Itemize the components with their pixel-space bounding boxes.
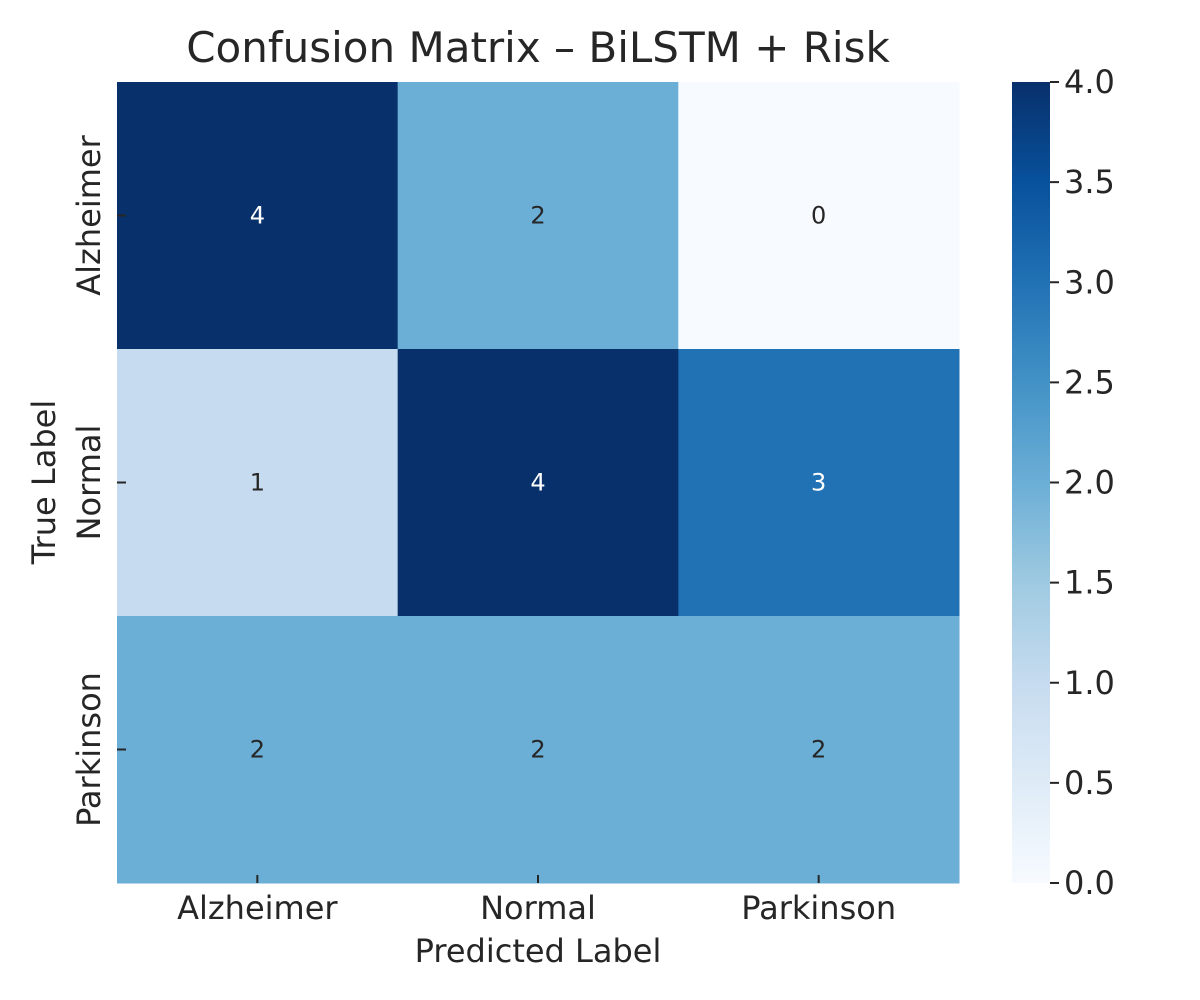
colorbar-tick-label: 2.0	[1064, 464, 1115, 502]
heatmap-cell	[117, 616, 399, 884]
cell-value-label: 1	[250, 469, 265, 497]
cell-value-label: 2	[530, 202, 545, 230]
colorbar-tick-label: 0.5	[1064, 764, 1115, 802]
colorbar-tick-label: 1.5	[1064, 564, 1115, 602]
cell-value-label: 2	[530, 736, 545, 764]
x-tick-label: Normal	[480, 889, 596, 927]
heatmap-cell	[117, 82, 399, 350]
colorbar-ticks: 0.0 0.5 1.0 1.5 2.0 2.5 3.0 3.5 4.0	[1050, 63, 1115, 902]
colorbar-tick-label: 4.0	[1064, 63, 1115, 101]
y-axis-ticks: Alzheimer Normal Parkinson	[70, 134, 126, 827]
heatmap-cell	[397, 616, 679, 884]
colorbar-tick-label: 0.0	[1064, 864, 1115, 902]
heatmap-cells	[117, 82, 960, 884]
colorbar	[1012, 82, 1050, 883]
x-axis-label: Predicted Label	[415, 932, 662, 970]
colorbar-tick-label: 2.5	[1064, 363, 1115, 401]
heatmap-cell	[117, 349, 399, 617]
heatmap-cell-labels: 4 2 0 1 4 3 2 2 2	[250, 202, 827, 764]
cell-value-label: 0	[811, 202, 826, 230]
heatmap-cell	[397, 82, 679, 350]
x-tick-label: Parkinson	[741, 889, 896, 927]
colorbar-tick-label: 1.0	[1064, 664, 1115, 702]
y-tick-label: Normal	[70, 425, 108, 541]
colorbar-tick-label: 3.5	[1064, 163, 1115, 201]
heatmap-cell	[678, 616, 960, 884]
heatmap-cell	[678, 349, 960, 617]
heatmap-cell	[678, 82, 960, 350]
y-tick-label: Parkinson	[70, 672, 108, 827]
cell-value-label: 2	[250, 736, 265, 764]
cell-value-label: 2	[811, 736, 826, 764]
colorbar-tick-label: 3.0	[1064, 263, 1115, 301]
cell-value-label: 3	[811, 469, 826, 497]
heatmap-cell	[397, 349, 679, 617]
y-tick-label: Alzheimer	[70, 134, 108, 295]
cell-value-label: 4	[530, 469, 545, 497]
x-axis-ticks: Alzheimer Normal Parkinson	[177, 875, 896, 927]
cell-value-label: 4	[250, 202, 265, 230]
chart-title: Confusion Matrix – BiLSTM + Risk	[186, 23, 890, 72]
y-axis-label: True Label	[25, 400, 63, 565]
x-tick-label: Alzheimer	[177, 889, 338, 927]
